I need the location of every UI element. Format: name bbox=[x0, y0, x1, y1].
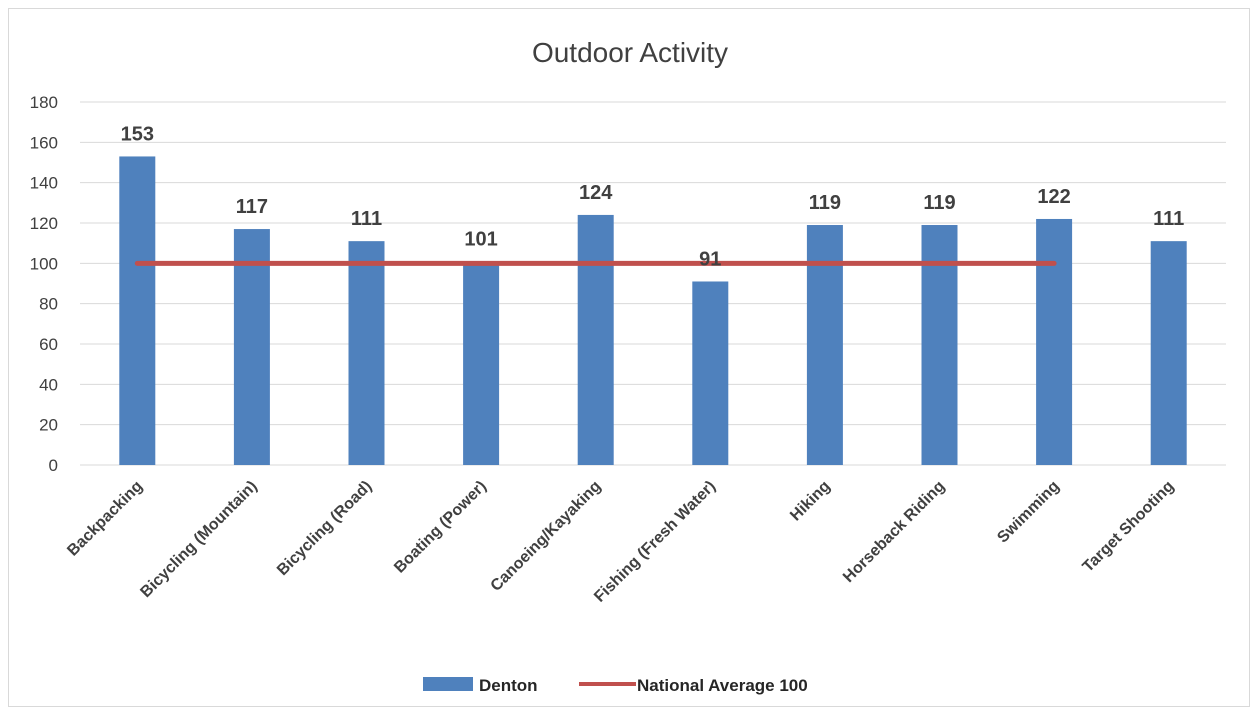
x-tick-label: Hiking bbox=[787, 478, 834, 525]
legend-label-national-average: National Average 100 bbox=[637, 676, 808, 695]
y-tick-label: 80 bbox=[39, 295, 58, 314]
x-tick-label: Canoeing/Kayaking bbox=[488, 478, 605, 595]
bar bbox=[119, 156, 156, 465]
bar bbox=[1150, 241, 1187, 465]
data-label: 124 bbox=[579, 182, 613, 204]
bar bbox=[348, 241, 385, 465]
x-tick-label: Fishing (Fresh Water) bbox=[591, 478, 719, 606]
data-label: 117 bbox=[236, 196, 268, 218]
legend: Denton National Average 100 bbox=[423, 676, 808, 695]
bar bbox=[692, 281, 729, 465]
data-label: 91 bbox=[699, 248, 721, 270]
bar bbox=[233, 229, 270, 465]
x-tick-label: Bicycling (Mountain) bbox=[137, 478, 260, 601]
y-tick-label: 40 bbox=[39, 375, 58, 394]
x-tick-label: Boating (Power) bbox=[391, 478, 490, 577]
x-tick-label: Target Shooting bbox=[1080, 478, 1178, 576]
y-tick-label: 60 bbox=[39, 335, 58, 354]
x-tick-label: Bicycling (Road) bbox=[274, 478, 375, 579]
y-tick-label: 20 bbox=[39, 416, 58, 435]
bar bbox=[1036, 218, 1073, 465]
y-tick-label: 120 bbox=[30, 214, 58, 233]
bar bbox=[577, 214, 614, 465]
data-labels: 153 117 111 101 124 91 119 119 122 111 bbox=[121, 123, 1185, 270]
y-tick-label: 100 bbox=[30, 254, 58, 273]
y-axis-ticks: 0 20 40 60 80 100 120 140 160 180 bbox=[30, 93, 58, 475]
x-tick-label: Horseback Riding bbox=[840, 478, 948, 586]
legend-label-denton: Denton bbox=[479, 676, 538, 695]
data-label: 119 bbox=[923, 192, 955, 214]
chart-title: Outdoor Activity bbox=[532, 37, 728, 68]
y-tick-label: 140 bbox=[30, 174, 58, 193]
data-label: 111 bbox=[351, 208, 382, 230]
data-label: 153 bbox=[121, 123, 154, 145]
y-tick-label: 160 bbox=[30, 133, 58, 152]
data-label: 101 bbox=[464, 228, 497, 250]
data-label: 119 bbox=[809, 192, 841, 214]
y-tick-label: 180 bbox=[30, 93, 58, 112]
bar-series bbox=[119, 156, 1187, 465]
legend-swatch-denton bbox=[423, 677, 473, 691]
y-tick-label: 0 bbox=[49, 456, 58, 475]
x-tick-label: Swimming bbox=[994, 478, 1063, 547]
bar bbox=[463, 261, 500, 465]
data-label: 122 bbox=[1037, 186, 1070, 208]
x-tick-label: Backpacking bbox=[64, 478, 146, 560]
data-label: 111 bbox=[1153, 208, 1184, 230]
